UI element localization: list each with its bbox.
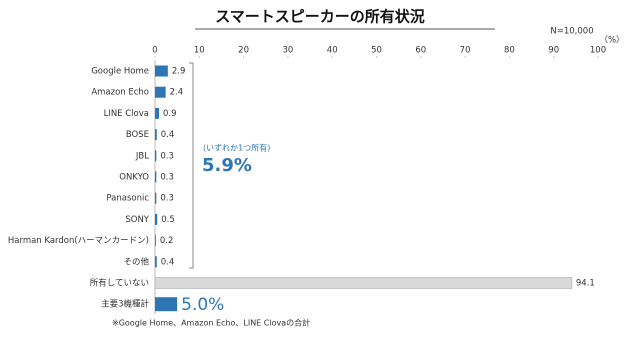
x-tick-label: 20 bbox=[238, 46, 249, 56]
annotation-value: 5.9% bbox=[202, 155, 252, 176]
value-label: 0.5 bbox=[161, 215, 175, 225]
x-tick-label: 90 bbox=[548, 46, 559, 56]
value-label: 0.3 bbox=[160, 173, 174, 183]
value-label: 0.3 bbox=[160, 194, 174, 204]
y-tick-label: ONKYO bbox=[119, 173, 149, 183]
y-tick-label: 所有していない bbox=[90, 278, 149, 289]
x-tick-label: 50 bbox=[371, 46, 382, 56]
x-tick-label: 60 bbox=[415, 46, 426, 56]
bracket bbox=[189, 62, 194, 269]
y-tick-label: SONY bbox=[125, 215, 149, 225]
x-tick-label: 80 bbox=[504, 46, 515, 56]
sample-size: N=10,000 bbox=[550, 27, 593, 37]
bar bbox=[155, 256, 157, 268]
value-label: 2.9 bbox=[172, 67, 186, 77]
bar bbox=[155, 171, 157, 183]
y-tick-label: Panasonic bbox=[106, 194, 149, 204]
x-tick-label: 100 bbox=[590, 46, 606, 56]
y-tick-label: BOSE bbox=[126, 130, 149, 140]
y-tick-label: Harman Kardon(ハーマンカードン) bbox=[8, 236, 149, 246]
value-label: 94.1 bbox=[576, 279, 595, 289]
bar bbox=[155, 235, 156, 247]
x-tick-label: 30 bbox=[282, 46, 293, 56]
bar bbox=[155, 65, 168, 77]
value-label: 0.4 bbox=[161, 130, 175, 140]
y-tick-label: その他 bbox=[123, 256, 149, 267]
bar bbox=[155, 150, 157, 162]
value-label: 5.0% bbox=[181, 295, 224, 315]
bar bbox=[155, 129, 157, 141]
y-tick-label: LINE Clova bbox=[104, 109, 149, 119]
y-tick-label: Google Home bbox=[91, 67, 149, 77]
bar bbox=[155, 213, 158, 225]
bar bbox=[155, 107, 159, 119]
bar bbox=[155, 297, 178, 312]
footnote: ※Google Home、Amazon Echo、LINE Clovaの合計 bbox=[112, 318, 310, 328]
y-tick-label: JBL bbox=[135, 151, 149, 161]
y-tick-label: 主要3機種計 bbox=[101, 299, 149, 310]
x-tick-label: 0 bbox=[152, 46, 157, 56]
chart-title: スマートスピーカーの所有状況 bbox=[215, 8, 425, 26]
bar bbox=[155, 192, 157, 204]
value-label: 0.3 bbox=[160, 151, 174, 161]
x-tick-label: 40 bbox=[327, 46, 338, 56]
value-label: 0.9 bbox=[163, 109, 177, 119]
unit-label: （%） bbox=[599, 35, 624, 46]
value-label: 0.4 bbox=[161, 257, 175, 267]
value-label: 2.4 bbox=[170, 88, 184, 98]
value-label: 0.2 bbox=[160, 236, 174, 246]
annotation-label: (いずれか1つ所有) bbox=[203, 143, 270, 153]
x-tick-label: 10 bbox=[194, 46, 205, 56]
bar bbox=[154, 277, 573, 289]
y-tick-label: Amazon Echo bbox=[91, 88, 149, 98]
bar bbox=[155, 86, 166, 98]
x-tick-label: 70 bbox=[460, 46, 471, 56]
